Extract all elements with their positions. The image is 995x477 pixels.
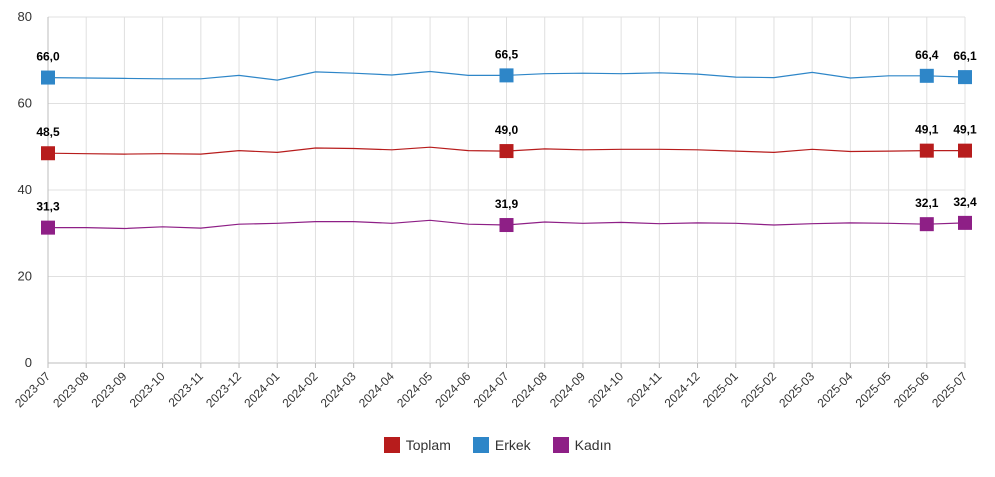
data-label: 66,5	[495, 47, 519, 61]
data-point-marker	[499, 68, 514, 83]
y-tick-label: 20	[18, 269, 32, 284]
data-point-marker	[958, 143, 972, 158]
legend-label: Erkek	[494, 437, 531, 453]
data-point-marker	[919, 68, 934, 83]
data-label: 49,0	[495, 123, 519, 137]
x-tick-label: 2024-09	[547, 369, 588, 410]
axes: 0204060802023-072023-082023-092023-10202…	[12, 9, 970, 410]
y-tick-label: 0	[25, 355, 32, 370]
x-tick-label: 2025-06	[891, 369, 932, 410]
legend-item-toplam[interactable]: Toplam	[383, 437, 451, 453]
data-label: 31,9	[495, 197, 519, 211]
x-tick-label: 2025-07	[929, 369, 970, 410]
x-tick-label: 2025-01	[700, 369, 741, 410]
x-tick-label: 2023-12	[203, 369, 244, 410]
data-labels: 48,5 49,0 49,1 49,1 66,0 66,5 66,4 66,1 31,3 31,9…	[36, 47, 977, 213]
data-label: 49,1	[953, 123, 977, 137]
legend-label: Toplam	[405, 437, 451, 453]
legend-label: Kadın	[574, 437, 612, 453]
legend-swatch	[552, 437, 569, 453]
legend-item-kadın[interactable]: Kadın	[552, 437, 612, 453]
data-point-marker	[41, 70, 55, 85]
data-point-marker	[41, 220, 55, 235]
x-tick-label: 2024-06	[432, 369, 473, 410]
data-point-marker	[919, 143, 934, 158]
series-group	[41, 68, 972, 235]
legend-swatch	[383, 437, 400, 453]
x-tick-label: 2023-07	[12, 369, 53, 410]
data-label: 49,1	[915, 123, 939, 137]
data-point-marker	[958, 215, 972, 230]
x-tick-label: 2024-11	[624, 369, 665, 410]
x-tick-label: 2025-02	[738, 369, 779, 410]
x-tick-label: 2023-11	[166, 369, 207, 410]
x-tick-label: 2025-05	[853, 369, 894, 410]
data-point-marker	[41, 146, 55, 161]
x-tick-label: 2025-03	[776, 369, 817, 410]
x-tick-label: 2024-01	[241, 369, 282, 410]
legend: Toplam Erkek Kadın	[0, 437, 995, 453]
data-label: 32,4	[953, 195, 977, 209]
x-tick-label: 2024-12	[662, 369, 703, 410]
data-point-marker	[919, 217, 934, 232]
x-tick-label: 2023-10	[127, 369, 168, 410]
legend-item-erkek[interactable]: Erkek	[472, 437, 531, 453]
data-point-marker	[958, 70, 972, 85]
x-tick-label: 2024-10	[585, 369, 626, 410]
y-tick-label: 80	[18, 9, 32, 24]
x-tick-label: 2023-08	[50, 369, 91, 410]
x-tick-label: 2025-04	[814, 369, 855, 410]
x-tick-label: 2024-05	[394, 369, 435, 410]
x-tick-label: 2024-03	[318, 369, 359, 410]
x-tick-label: 2023-09	[88, 369, 129, 410]
data-label: 48,5	[36, 125, 60, 139]
x-tick-label: 2024-02	[280, 369, 321, 410]
data-label: 66,4	[915, 48, 939, 62]
data-label: 66,1	[953, 49, 977, 63]
data-label: 32,1	[915, 196, 939, 210]
data-label: 66,0	[36, 50, 60, 64]
data-label: 31,3	[36, 200, 60, 214]
x-tick-label: 2024-07	[471, 369, 512, 410]
data-point-marker	[499, 218, 514, 233]
legend-swatch	[472, 437, 489, 453]
x-tick-label: 2024-08	[509, 369, 550, 410]
y-tick-label: 40	[18, 182, 32, 197]
y-tick-label: 60	[18, 96, 32, 111]
data-point-marker	[499, 144, 514, 159]
x-tick-label: 2024-04	[356, 369, 397, 410]
